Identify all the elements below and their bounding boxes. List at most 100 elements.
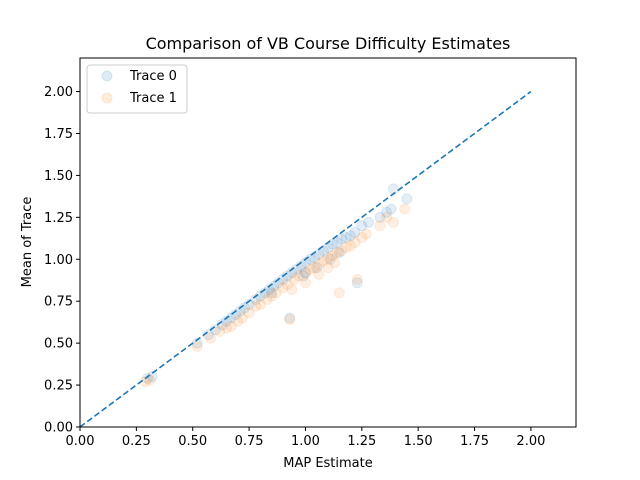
scatter-point-trace-1: [356, 231, 368, 243]
scatter-point-trace-1: [214, 325, 226, 337]
scatter-point-trace-0: [311, 262, 323, 274]
scatter-point-trace-0: [142, 372, 154, 384]
x-tick-label: 1.50: [404, 434, 433, 449]
legend-marker-trace-0: [101, 70, 113, 82]
scatter-point-trace-0: [259, 287, 271, 299]
y-tick-label: 0.50: [44, 337, 73, 352]
scatter-point-trace-1: [270, 287, 282, 299]
scatter-point-trace-0: [299, 267, 311, 279]
scatter-point-trace-1: [243, 307, 255, 319]
scatter-point-trace-0: [387, 183, 399, 195]
y-axis-label: Mean of Trace: [20, 197, 35, 288]
scatter-point-trace-0: [266, 287, 278, 299]
plot-frame: [79, 57, 577, 428]
scatter-point-trace-1: [205, 332, 217, 344]
scatter-point-trace-1: [299, 267, 311, 279]
scatter-point-trace-1: [144, 374, 156, 386]
scatter-point-trace-1: [232, 315, 244, 327]
scatter-point-trace-1: [266, 290, 278, 302]
x-tick-label: 1.75: [460, 434, 489, 449]
scatter-point-trace-1: [329, 257, 341, 269]
scatter-point-trace-1: [381, 211, 393, 223]
scatter-point-trace-1: [351, 273, 363, 285]
scatter-point-trace-1: [313, 268, 325, 280]
scatter-point-trace-1: [308, 262, 320, 274]
scatter-point-trace-0: [385, 203, 397, 215]
y-tick-label: 1.50: [44, 169, 73, 184]
x-axis-label: MAP Estimate: [283, 456, 373, 471]
scatter-point-trace-1: [336, 245, 348, 257]
scatter-point-trace-1: [340, 242, 352, 254]
scatter-point-trace-1: [284, 314, 296, 326]
scatter-point-trace-0: [345, 230, 357, 242]
scatter-point-trace-0: [286, 267, 298, 279]
scatter-point-trace-0: [250, 294, 262, 306]
scatter-point-trace-1: [254, 299, 266, 311]
scatter-point-trace-0: [351, 277, 363, 289]
scatter-point-trace-1: [299, 277, 311, 289]
scatter-point-trace-0: [324, 253, 336, 265]
y-tick-label: 0.25: [44, 379, 73, 394]
scatter-point-trace-1: [345, 240, 357, 252]
scatter-point-trace-0: [381, 206, 393, 218]
legend: Trace 0 Trace 1: [86, 64, 188, 114]
scatter-point-trace-0: [243, 299, 255, 311]
scatter-point-trace-1: [322, 262, 334, 274]
y-tick-label: 1.25: [44, 211, 73, 226]
scatter-point-trace-0: [374, 211, 386, 223]
x-tick-label: 1.25: [347, 434, 376, 449]
scatter-point-trace-0: [340, 231, 352, 243]
scatter-point-trace-1: [374, 220, 386, 232]
x-tick-label: 2.00: [516, 434, 545, 449]
scatter-point-trace-1: [304, 263, 316, 275]
scatter-point-trace-1: [313, 258, 325, 270]
scatter-point-trace-0: [297, 270, 309, 282]
scatter-point-trace-1: [387, 216, 399, 228]
scatter-point-trace-0: [401, 193, 413, 205]
y-tick-label: 1.00: [44, 253, 73, 268]
x-tick-label: 0.50: [178, 434, 207, 449]
scatter-point-trace-0: [363, 216, 375, 228]
x-tick-label: 0.00: [66, 434, 95, 449]
scatter-point-trace-0: [230, 309, 242, 321]
legend-label-trace-1: Trace 1: [129, 91, 177, 106]
scatter-point-trace-0: [349, 226, 361, 238]
scatter-point-trace-1: [349, 237, 361, 248]
scatter-point-trace-1: [225, 320, 237, 332]
legend-box: [86, 64, 188, 114]
scatter-point-trace-1: [293, 270, 305, 282]
scatter-point-trace-0: [356, 220, 368, 232]
scatter-point-trace-0: [284, 312, 296, 324]
scatter-point-trace-1: [360, 228, 372, 240]
chart-title: Comparison of VB Course Difficulty Estim…: [146, 34, 511, 53]
scatter-point-trace-1: [331, 247, 343, 259]
scatter-point-trace-0: [272, 277, 284, 289]
scatter-point-trace-1: [322, 252, 334, 264]
y-tick-label: 0.00: [44, 421, 73, 436]
scatter-point-trace-1: [191, 340, 203, 352]
y-axis-ticks: 0.00 0.25 0.50 0.75 1.00 1.25 1.50 1.75 2.00: [44, 85, 80, 436]
scatter-point-trace-1: [277, 282, 289, 294]
scatter-point-trace-1: [286, 283, 298, 295]
x-axis-ticks: 0.00 0.25 0.50 0.75 1.00 1.25 1.50 1.75 2.00: [66, 427, 545, 449]
scatter-point-trace-1: [250, 300, 262, 312]
y-tick-label: 0.75: [44, 295, 73, 310]
scatter-point-trace-0: [336, 233, 348, 245]
x-tick-label: 0.75: [235, 434, 264, 449]
scatter-point-trace-0: [333, 247, 345, 259]
scatter-point-trace-0: [331, 237, 343, 248]
x-tick-label: 0.25: [122, 434, 151, 449]
x-tick-label: 1.00: [291, 434, 320, 449]
y-tick-label: 2.00: [44, 85, 73, 100]
scatter-point-trace-1: [261, 294, 273, 306]
scatter-point-trace-1: [236, 312, 248, 324]
scatter-point-trace-1: [281, 278, 293, 290]
legend-marker-trace-1: [101, 92, 113, 104]
scatter-point-trace-1: [221, 322, 233, 334]
scatter-point-trace-1: [317, 255, 329, 267]
scatter-point-trace-1: [333, 287, 345, 299]
legend-label-trace-0: Trace 0: [129, 69, 177, 84]
scatter-point-trace-1: [288, 273, 300, 285]
y-tick-label: 1.75: [44, 127, 73, 142]
